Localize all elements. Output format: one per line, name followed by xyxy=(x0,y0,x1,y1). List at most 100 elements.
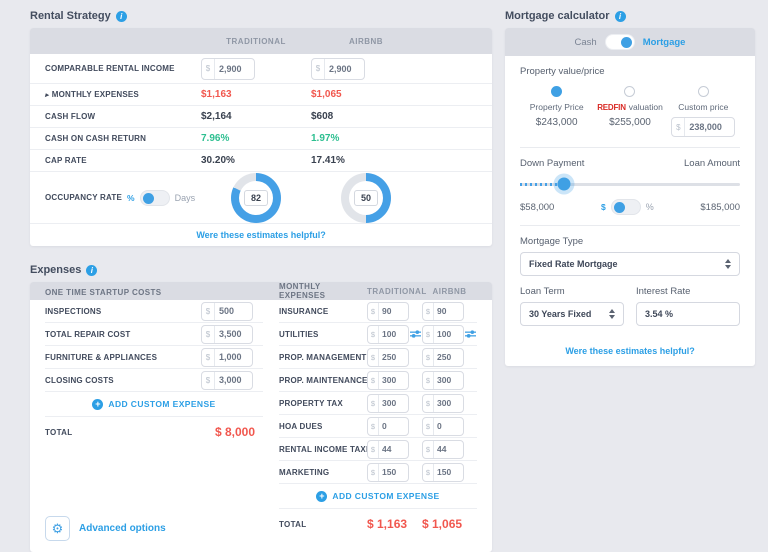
insurance-airbnb-input[interactable] xyxy=(434,302,463,320)
inspections-input[interactable] xyxy=(215,302,252,320)
info-icon[interactable] xyxy=(614,10,626,22)
furniture-input[interactable] xyxy=(215,348,252,366)
mortgage-label[interactable]: Mortgage xyxy=(642,36,686,48)
hoa-dues-traditional-input[interactable] xyxy=(379,417,408,435)
utilities-traditional-input[interactable] xyxy=(379,325,408,343)
prop-management-traditional-input[interactable] xyxy=(379,348,408,366)
mortgage-calculator-panel: Cash Mortgage Property value/price Prope… xyxy=(505,28,755,366)
occupancy-donut-airbnb: 50 xyxy=(341,172,391,223)
rental-income-traditional-input[interactable] xyxy=(215,58,254,79)
insurance-traditional-input[interactable] xyxy=(379,302,408,320)
cash-mortgage-toggle[interactable] xyxy=(604,34,635,50)
prop-maintenance-traditional-input[interactable] xyxy=(379,371,408,389)
property-tax-traditional-input[interactable] xyxy=(379,394,408,412)
prop-management-airbnb-input[interactable] xyxy=(434,348,463,366)
advanced-options-button[interactable] xyxy=(45,515,70,541)
gear-icon xyxy=(52,521,64,536)
property-price-option: Property Price $243,000 xyxy=(520,86,593,137)
plus-icon xyxy=(316,490,328,502)
monthly-expenses-section: INSURANCE $ $ UTILITIES $ $ PR xyxy=(279,300,477,541)
currency-label: $ xyxy=(423,440,434,458)
cash-flow-traditional-value: $2,164 xyxy=(201,111,232,122)
rental-income-taxes-traditional-input[interactable] xyxy=(379,440,408,458)
add-custom-expense-button[interactable]: ADD CUSTOM EXPENSE xyxy=(279,484,477,509)
advanced-options: Advanced options xyxy=(45,515,263,541)
one-time-total-row: TOTAL $ 8,000 xyxy=(45,417,263,447)
table-row-total-repair: TOTAL REPAIR COST $ xyxy=(45,323,263,346)
cash-label[interactable]: Cash xyxy=(574,36,597,48)
row-label: CAP RATE xyxy=(45,156,87,165)
custom-price-radio[interactable] xyxy=(697,86,709,97)
redfin-valuation-radio[interactable] xyxy=(624,86,636,97)
row-label: FURNITURE & APPLIANCES xyxy=(45,352,158,362)
info-icon[interactable] xyxy=(86,264,98,276)
percent-unit-label[interactable]: % xyxy=(645,202,654,212)
column-header-airbnb: AIRBNB xyxy=(432,286,467,296)
redfin-valuation-value: $255,000 xyxy=(609,117,651,128)
cap-rate-traditional-value: 30.20% xyxy=(201,155,235,166)
table-row-furniture: FURNITURE & APPLIANCES $ xyxy=(45,346,263,369)
hoa-dues-airbnb-input[interactable] xyxy=(434,417,463,435)
closing-costs-input[interactable] xyxy=(215,371,252,389)
one-time-total-value: $ 8,000 xyxy=(214,425,255,439)
occupancy-unit-toggle[interactable] xyxy=(139,189,170,206)
custom-price-input[interactable] xyxy=(685,118,735,136)
one-time-costs-header: ONE TIME STARTUP COSTS xyxy=(45,288,162,297)
add-custom-expense-button[interactable]: ADD CUSTOM EXPENSE xyxy=(45,392,263,417)
custom-price-option: Custom price $ xyxy=(667,86,740,137)
loan-term-select[interactable]: 30 Years Fixed xyxy=(520,302,624,326)
sliders-icon[interactable] xyxy=(465,329,476,339)
total-repair-input[interactable] xyxy=(215,325,252,343)
table-row-marketing: MARKETING $ $ xyxy=(279,461,477,484)
currency-label: $ xyxy=(202,58,215,79)
table-row-inspections: INSPECTIONS $ xyxy=(45,300,263,323)
dollar-unit-label[interactable]: $ xyxy=(600,202,606,212)
info-icon[interactable] xyxy=(115,10,127,22)
redfin-logo: REDFIN xyxy=(597,103,626,112)
row-label: CASH FLOW xyxy=(45,112,96,121)
row-label: MARKETING xyxy=(279,467,330,477)
marketing-airbnb-input[interactable] xyxy=(434,463,463,481)
estimates-helpful-link[interactable]: Were these estimates helpful? xyxy=(565,346,695,356)
row-label: HOA DUES xyxy=(279,421,323,431)
rental-income-taxes-airbnb-input[interactable] xyxy=(434,440,463,458)
property-price-radio[interactable] xyxy=(551,86,563,97)
marketing-traditional-input[interactable] xyxy=(379,463,408,481)
sliders-icon[interactable] xyxy=(410,329,421,339)
total-label: TOTAL xyxy=(45,427,73,437)
rental-strategy-panel: TRADITIONAL AIRBNB COMPARABLE RENTAL INC… xyxy=(30,28,492,246)
table-row-monthly-expenses[interactable]: MONTHLY EXPENSES $1,163 $1,065 xyxy=(30,84,492,106)
row-label: UTILITIES xyxy=(279,329,319,339)
occupancy-percent-label[interactable]: % xyxy=(127,192,135,203)
coc-traditional-value: 7.96% xyxy=(201,133,230,144)
row-label: TOTAL REPAIR COST xyxy=(45,329,131,339)
expand-caret-icon[interactable] xyxy=(45,90,52,99)
mortgage-type-select[interactable]: Fixed Rate Mortgage xyxy=(520,252,740,276)
rental-income-airbnb-input[interactable] xyxy=(325,58,364,79)
redfin-valuation-option: REDFIN valuation $255,000 xyxy=(593,86,666,137)
slider-fill xyxy=(520,183,564,186)
row-label: OCCUPANCY RATE xyxy=(45,193,123,202)
prop-maintenance-airbnb-input[interactable] xyxy=(434,371,463,389)
currency-label: $ xyxy=(423,325,434,343)
table-row-rental-income-taxes: RENTAL INCOME TAXES $ $ xyxy=(279,438,477,461)
table-row-rental-income: COMPARABLE RENTAL INCOME $ $ xyxy=(30,54,492,84)
utilities-airbnb-input[interactable] xyxy=(434,325,463,343)
property-tax-airbnb-input[interactable] xyxy=(434,394,463,412)
mortgage-calculator-title: Mortgage calculator xyxy=(505,10,610,22)
loan-amount-label: Loan Amount xyxy=(684,158,740,169)
down-payment-slider[interactable] xyxy=(520,177,740,191)
currency-label: $ xyxy=(368,371,379,389)
slider-handle[interactable] xyxy=(557,177,571,191)
currency-label: $ xyxy=(368,394,379,412)
advanced-options-link[interactable]: Advanced options xyxy=(79,522,166,534)
slider-track[interactable] xyxy=(520,183,740,186)
interest-rate-input[interactable] xyxy=(636,302,740,326)
occupancy-days-label[interactable]: Days xyxy=(174,192,196,203)
currency-label: $ xyxy=(202,302,215,320)
rental-income-traditional-field: $ xyxy=(201,57,255,80)
estimates-helpful-link[interactable]: Were these estimates helpful? xyxy=(196,230,326,240)
dollar-percent-toggle[interactable] xyxy=(610,199,641,215)
occupancy-airbnb-input[interactable]: 50 xyxy=(354,189,378,206)
occupancy-traditional-input[interactable]: 82 xyxy=(244,189,268,206)
